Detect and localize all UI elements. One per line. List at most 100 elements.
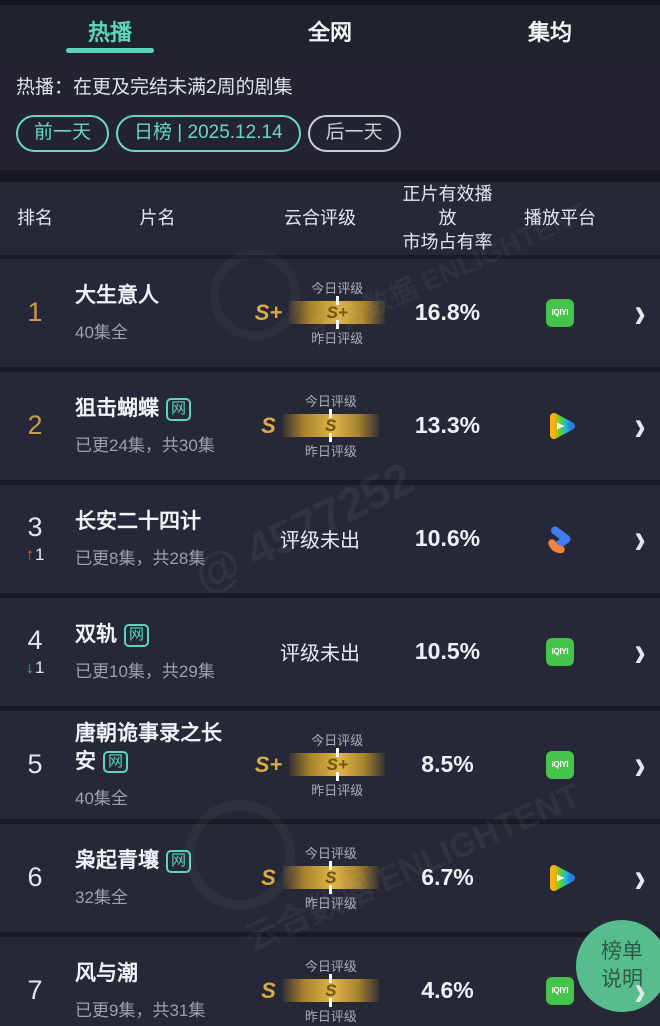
platform-cell: iQIYI	[500, 521, 620, 557]
chevron-cell: ›	[620, 969, 660, 1012]
rating-widget: S 今日评级 S 昨日评级	[261, 956, 379, 1025]
web-drama-badge: 网	[103, 750, 129, 774]
iqiyi-icon: iQIYI	[546, 750, 574, 779]
rating-widget: S+ 今日评级 S+ 昨日评级	[255, 730, 386, 799]
rank-number: 2	[27, 410, 43, 441]
drama-title: 长安二十四计	[75, 510, 201, 534]
platform-cell: iQIYI	[500, 637, 620, 666]
ranking-row[interactable]: 7 风与潮网 已更9集，共31集 S 今日评级 S 昨日评级	[0, 936, 660, 1026]
rating-bar-stack: 今日评级 S+ 昨日评级	[289, 278, 386, 347]
rating-widget: S+ 今日评级 S+ 昨日评级	[255, 278, 386, 347]
market-share-value: 10.5%	[414, 638, 481, 665]
rating-cell: S+ 今日评级 S+ 昨日评级 评级未出	[245, 730, 395, 799]
share-cell: 13.3%	[395, 412, 500, 439]
rank-cell: 3 ↑1	[0, 512, 70, 565]
rating-cell: S 今日评级 S 昨日评级 评级未出	[245, 843, 395, 912]
share-cell: 16.8%	[395, 299, 500, 326]
date-navigation: 前一天 日榜 | 2025.12.14 后一天	[16, 115, 644, 152]
ranking-list: 1 大生意人网 40集全 S+ 今日评级 S+ 昨日评级	[0, 258, 660, 1026]
web-drama-badge: 网	[166, 850, 192, 873]
share-cell: 10.5%	[395, 638, 500, 665]
episodes-info: 40集全	[75, 788, 128, 808]
ranking-row[interactable]: 6 枭起青壤网 32集全 S 今日评级 S 昨日评级	[0, 823, 660, 932]
rating-bar: S	[282, 409, 379, 443]
yesterday-rating-label: 昨日评级	[304, 444, 357, 460]
rating-letter: S	[261, 412, 276, 438]
rating-bar-letter: S	[325, 415, 337, 435]
today-rating-label: 今日评级	[304, 959, 357, 975]
chevron-right-icon[interactable]: ›	[634, 627, 646, 676]
ranking-info-button[interactable]: 榜单 说明	[576, 920, 660, 1012]
filter-note: 热播：在更及完结未满2周的剧集	[16, 77, 293, 98]
rating-bar-stack: 今日评级 S 昨日评级	[282, 391, 379, 460]
ranking-row[interactable]: 5 唐朝诡事录之长安网 40集全 S+ 今日评级 S+ 昨日评级	[0, 710, 660, 819]
ranking-row[interactable]: 2 狙击蝴蝶网 已更24集，共30集 S 今日评级 S 昨日评级	[0, 371, 660, 480]
current-date-button[interactable]: 日榜 | 2025.12.14	[116, 115, 301, 152]
header-share-line1: 正片有效播放	[402, 183, 493, 229]
next-day-button[interactable]: 后一天	[307, 115, 401, 152]
share-cell: 10.6%	[395, 525, 500, 552]
section-divider	[0, 169, 660, 182]
platform-cell: iQIYI	[500, 976, 620, 1005]
title-cell: 狙击蝴蝶网 已更24集，共30集	[70, 395, 245, 456]
share-cell: 4.6%	[395, 977, 500, 1004]
rating-bar: S+	[289, 296, 386, 330]
chevron-right-icon[interactable]: ›	[634, 288, 646, 337]
tab-hot[interactable]: 热播	[0, 5, 220, 56]
tencent-video-icon	[550, 412, 575, 439]
title-cell: 风与潮网 已更9集，共31集	[70, 960, 245, 1021]
header-rating: 云合评级	[284, 208, 356, 229]
chevron-right-icon[interactable]: ›	[634, 740, 646, 789]
rank-cell: 7	[0, 975, 70, 1006]
rating-cell: S 今日评级 S 昨日评级 评级未出	[245, 956, 395, 1025]
today-rating-label: 今日评级	[311, 281, 364, 297]
chevron-cell: ›	[620, 743, 660, 786]
platform-cell: iQIYI	[500, 298, 620, 327]
tab-per-episode-label: 集均	[527, 19, 572, 45]
market-share-value: 6.7%	[421, 864, 474, 891]
chevron-right-icon[interactable]: ›	[634, 853, 646, 902]
rank-cell: 6	[0, 862, 70, 893]
ranking-row[interactable]: 1 大生意人网 40集全 S+ 今日评级 S+ 昨日评级	[0, 258, 660, 367]
rating-bar-letter: S+	[326, 302, 348, 322]
filter-section: 热播：在更及完结未满2周的剧集 前一天 日榜 | 2025.12.14 后一天	[0, 56, 660, 170]
episodes-info: 32集全	[75, 888, 128, 908]
web-drama-badge: 网	[166, 398, 192, 421]
episodes-info: 40集全	[75, 323, 128, 343]
tab-per-episode[interactable]: 集均	[440, 5, 660, 56]
youku-icon	[548, 526, 571, 553]
platform-cell: iQIYI	[500, 750, 620, 779]
ranking-row[interactable]: 3 ↑1 长安二十四计网 已更8集，共28集 今日评级 昨日评级	[0, 484, 660, 593]
episodes-info: 已更24集，共30集	[75, 436, 215, 456]
platform-cell: iQIYI	[500, 860, 620, 896]
rank-number: 1	[27, 297, 43, 328]
drama-title: 狙击蝴蝶	[75, 397, 159, 421]
chevron-right-icon[interactable]: ›	[634, 514, 646, 563]
rating-widget: S 今日评级 S 昨日评级	[261, 843, 379, 912]
yesterday-rating-label: 昨日评级	[304, 1009, 357, 1025]
yesterday-rating-label: 昨日评级	[311, 331, 364, 347]
rank-change-value: 1	[35, 658, 45, 678]
header-share-line2: 市场占有率	[402, 232, 493, 253]
rank-change: ↓1	[26, 658, 45, 678]
tab-allnet-label: 全网	[307, 19, 352, 45]
market-share-value: 4.6%	[421, 977, 474, 1004]
rating-bar: S+	[289, 748, 386, 782]
ranking-row[interactable]: 4 ↓1 双轨网 已更10集，共29集 今日评级 昨日评级	[0, 597, 660, 706]
market-share-value: 16.8%	[414, 299, 481, 326]
market-share-value: 13.3%	[414, 412, 481, 439]
rank-number: 3	[27, 512, 43, 543]
chevron-right-icon[interactable]: ›	[634, 401, 646, 450]
rating-bar-letter: S	[325, 980, 337, 1000]
chevron-right-icon[interactable]: ›	[634, 966, 646, 1015]
rating-bar-stack: 今日评级 S 昨日评级	[282, 956, 379, 1025]
episodes-info: 已更8集，共28集	[75, 549, 206, 569]
rating-cell: S+ 今日评级 S+ 昨日评级 评级未出	[245, 278, 395, 347]
tab-allnet[interactable]: 全网	[220, 5, 440, 56]
no-rating-text: 评级未出	[280, 530, 360, 553]
previous-day-button[interactable]: 前一天	[16, 115, 110, 152]
rank-number: 6	[27, 862, 43, 893]
platform-cell: iQIYI	[500, 408, 620, 444]
yesterday-rating-label: 昨日评级	[311, 783, 364, 799]
